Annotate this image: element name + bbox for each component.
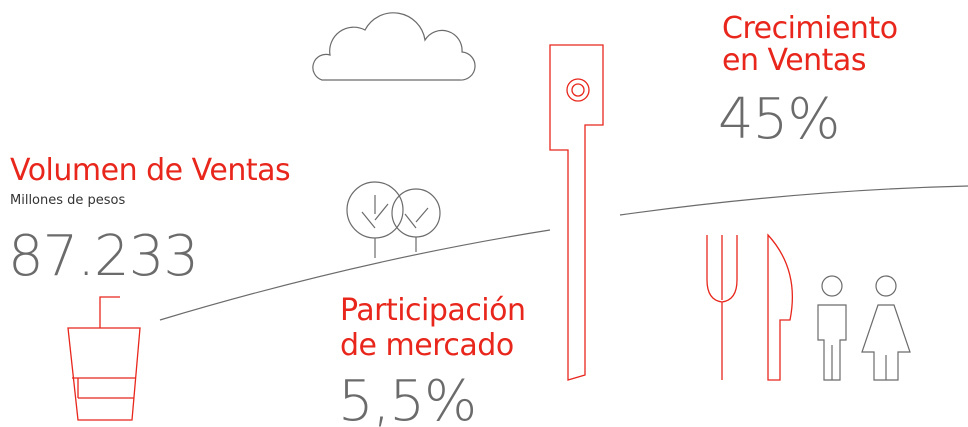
trees-icon	[346, 181, 441, 258]
hill-line	[619, 185, 968, 216]
cutlery-icon	[706, 233, 793, 381]
share-title: Participación	[340, 293, 526, 328]
people-icon	[817, 275, 911, 381]
cup-icon	[67, 296, 141, 421]
growth-value: 45%	[718, 87, 839, 152]
growth-title: en Ventas	[722, 43, 866, 78]
growth-title: Crecimiento	[722, 11, 898, 46]
share-title: de mercado	[340, 328, 514, 363]
volume-value: 87.233	[8, 224, 198, 289]
share-value: 5,5%	[338, 369, 476, 427]
hill-line	[159, 229, 551, 321]
cloud-icon	[312, 12, 476, 81]
volume-subtitle: Millones de pesos	[10, 193, 126, 208]
sign-post-icon	[549, 44, 604, 381]
volume-title: Volumen de Ventas	[10, 153, 290, 188]
